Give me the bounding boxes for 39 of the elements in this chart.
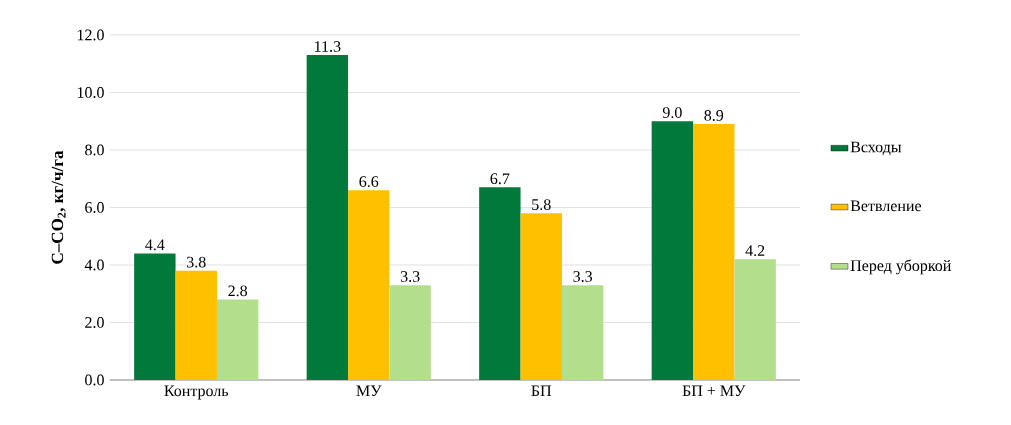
bar [734, 259, 776, 380]
bar [175, 270, 217, 380]
data-label: 4.2 [745, 245, 765, 257]
y-tick-label: 12.0 [77, 29, 104, 41]
data-label: 8.9 [704, 110, 724, 121]
bar [389, 285, 431, 380]
data-label: 6.6 [359, 176, 379, 188]
bar [561, 285, 604, 380]
y-tick-label: 6.0 [85, 202, 104, 213]
y-axis-title: C–CO$_{2}$, кг/ч/га [51, 150, 66, 264]
legend-label: Ветвление [850, 200, 922, 212]
bar [520, 213, 562, 380]
bar [693, 124, 735, 380]
data-label: 9.0 [662, 107, 682, 119]
bar [306, 55, 349, 380]
legend-label: Перед уборкой [850, 259, 951, 275]
data-label: 11.3 [315, 41, 341, 52]
x-tick-label: БП [531, 385, 552, 397]
bar [134, 253, 176, 380]
data-label: 5.8 [532, 199, 551, 211]
x-tick-label: БП + МУ [682, 385, 746, 397]
bar [216, 299, 259, 380]
x-tick-label: Контроль [164, 385, 229, 400]
data-label: 3.8 [187, 256, 206, 268]
y-tick-label: 2.0 [85, 317, 104, 328]
bar [651, 121, 694, 380]
data-label: 3.3 [573, 271, 593, 282]
y-tick-label: 0.0 [85, 374, 104, 386]
bar [479, 187, 521, 380]
data-label: 3.3 [400, 271, 420, 282]
bar [348, 190, 390, 380]
y-tick-label: 4.0 [84, 259, 104, 271]
y-tick-label: 10.0 [77, 87, 104, 98]
data-label: 2.8 [228, 285, 248, 297]
y-tick-label: 8.0 [85, 144, 104, 156]
legend-label: Всходы [850, 141, 902, 156]
data-label: 6.7 [490, 173, 510, 185]
x-tick-label: МУ [356, 385, 382, 397]
data-label: 4.4 [145, 239, 165, 251]
